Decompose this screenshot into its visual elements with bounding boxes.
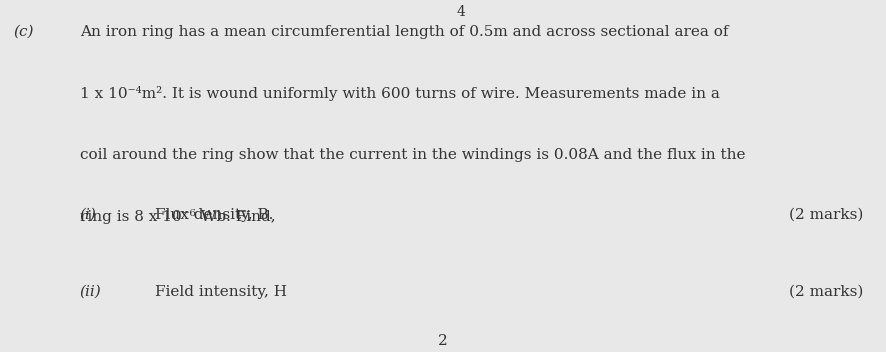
Text: 1 x 10⁻⁴m². It is wound uniformly with 600 turns of wire. Measurements made in a: 1 x 10⁻⁴m². It is wound uniformly with 6…: [80, 86, 719, 101]
Text: (2 marks): (2 marks): [789, 208, 864, 222]
Text: (2 marks): (2 marks): [789, 285, 864, 299]
Text: (i): (i): [80, 208, 97, 222]
Text: coil around the ring show that the current in the windings is 0.08A and the flux: coil around the ring show that the curre…: [80, 148, 745, 162]
Text: Flux density, B.: Flux density, B.: [155, 208, 274, 222]
Text: An iron ring has a mean circumferential length of 0.5m and across sectional area: An iron ring has a mean circumferential …: [80, 25, 728, 39]
Text: ring is 8 x 10⁻⁶ Wb. Find,: ring is 8 x 10⁻⁶ Wb. Find,: [80, 209, 276, 225]
Text: (c): (c): [13, 25, 34, 39]
Text: 4: 4: [456, 5, 465, 19]
Text: Field intensity, H: Field intensity, H: [155, 285, 287, 299]
Text: (ii): (ii): [80, 285, 102, 299]
Text: 2: 2: [438, 334, 448, 348]
